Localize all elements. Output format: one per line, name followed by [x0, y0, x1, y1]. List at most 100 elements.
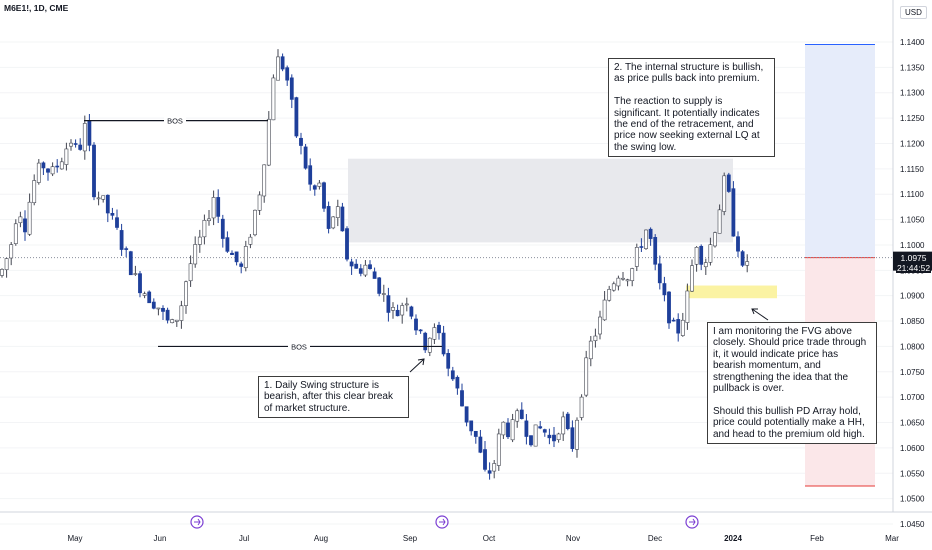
bear-candle[interactable]	[506, 418, 510, 439]
bull-candle[interactable]	[69, 139, 73, 151]
bear-candle[interactable]	[326, 201, 331, 234]
bear-candle[interactable]	[460, 383, 464, 407]
bull-candle[interactable]	[694, 246, 699, 272]
bull-candle[interactable]	[588, 335, 593, 367]
bull-candle[interactable]	[713, 231, 717, 248]
bear-candle[interactable]	[280, 53, 285, 72]
bear-candle[interactable]	[354, 259, 359, 269]
bear-candle[interactable]	[345, 226, 349, 262]
bull-candle[interactable]	[317, 180, 322, 190]
candles[interactable]	[0, 49, 750, 480]
bear-candle[interactable]	[368, 260, 372, 270]
bear-candle[interactable]	[358, 264, 363, 277]
bear-candle[interactable]	[299, 132, 303, 155]
bear-candle[interactable]	[234, 251, 239, 266]
bear-candle[interactable]	[538, 421, 543, 430]
bear-candle[interactable]	[676, 313, 681, 342]
bear-candle[interactable]	[78, 138, 83, 151]
bear-candle[interactable]	[119, 223, 124, 256]
bear-candle[interactable]	[437, 321, 441, 340]
bull-candle[interactable]	[611, 281, 616, 292]
bear-candle[interactable]	[115, 209, 119, 230]
bull-candle[interactable]	[179, 300, 184, 329]
event-icon[interactable]	[685, 515, 699, 529]
bull-candle[interactable]	[276, 49, 280, 81]
bull-candle[interactable]	[579, 394, 584, 421]
bull-candle[interactable]	[717, 204, 722, 234]
bull-candle[interactable]	[36, 159, 41, 185]
bear-candle[interactable]	[639, 238, 644, 252]
bull-candle[interactable]	[745, 254, 750, 273]
bull-candle[interactable]	[133, 265, 138, 276]
bear-candle[interactable]	[570, 420, 575, 452]
bear-candle[interactable]	[230, 250, 234, 255]
bull-candle[interactable]	[515, 408, 520, 428]
bull-candle[interactable]	[50, 162, 55, 177]
bear-candle[interactable]	[124, 246, 129, 258]
currency-button[interactable]: USD	[900, 6, 927, 19]
bull-candle[interactable]	[363, 259, 368, 277]
bear-candle[interactable]	[55, 159, 60, 173]
bear-candle[interactable]	[409, 305, 414, 320]
bull-candle[interactable]	[59, 157, 64, 170]
bull-candle[interactable]	[575, 417, 579, 458]
bull-candle[interactable]	[243, 240, 248, 272]
bull-candle[interactable]	[253, 209, 257, 237]
time-axis[interactable]: May Jun Jul Aug Sep Oct Nov Dec 2024 Feb Mar	[67, 515, 899, 543]
bull-candle[interactable]	[156, 307, 161, 316]
bull-candle[interactable]	[561, 411, 566, 441]
bear-candle[interactable]	[161, 305, 165, 320]
bear-candle[interactable]	[395, 304, 400, 317]
bear-candle[interactable]	[524, 414, 529, 445]
bull-candle[interactable]	[722, 172, 727, 216]
bear-candle[interactable]	[128, 250, 133, 276]
bear-candle[interactable]	[648, 227, 653, 246]
bull-candle[interactable]	[644, 229, 648, 250]
bull-candle[interactable]	[257, 191, 262, 215]
bull-candle[interactable]	[197, 229, 202, 253]
bear-candle[interactable]	[46, 168, 50, 181]
bull-candle[interactable]	[690, 259, 694, 293]
bull-candle[interactable]	[625, 278, 630, 287]
bull-candle[interactable]	[584, 350, 589, 398]
bear-candle[interactable]	[667, 291, 671, 329]
bear-candle[interactable]	[542, 428, 547, 437]
bull-candle[interactable]	[96, 191, 101, 206]
bull-candle[interactable]	[18, 211, 23, 228]
bull-candle[interactable]	[9, 242, 14, 266]
bear-candle[interactable]	[699, 244, 704, 271]
bull-candle[interactable]	[262, 164, 267, 203]
bear-candle[interactable]	[483, 441, 487, 472]
bear-candle[interactable]	[455, 375, 460, 395]
bull-candle[interactable]	[496, 428, 501, 471]
bull-candle[interactable]	[630, 267, 635, 287]
bull-candle[interactable]	[170, 318, 175, 324]
bear-candle[interactable]	[285, 65, 290, 86]
bear-candle[interactable]	[469, 420, 474, 436]
bull-candle[interactable]	[556, 432, 561, 443]
bull-candle[interactable]	[621, 271, 625, 281]
bear-candle[interactable]	[165, 307, 170, 324]
bear-candle[interactable]	[565, 411, 570, 431]
bear-candle[interactable]	[414, 314, 418, 335]
bull-candle[interactable]	[64, 142, 69, 171]
bear-candle[interactable]	[418, 329, 423, 334]
bull-candle[interactable]	[0, 268, 4, 278]
bear-candle[interactable]	[671, 317, 676, 322]
bull-candle[interactable]	[708, 237, 713, 266]
bear-candle[interactable]	[105, 194, 110, 223]
bull-candle[interactable]	[607, 285, 612, 302]
bear-candle[interactable]	[23, 210, 27, 241]
bear-candle[interactable]	[349, 258, 354, 275]
bull-candle[interactable]	[602, 290, 607, 321]
event-icon[interactable]	[435, 515, 449, 529]
bull-candle[interactable]	[271, 74, 276, 121]
bear-candle[interactable]	[441, 325, 446, 357]
bull-candle[interactable]	[207, 209, 211, 226]
bull-candle[interactable]	[703, 258, 708, 275]
bear-candle[interactable]	[529, 435, 533, 447]
bull-candle[interactable]	[331, 216, 336, 230]
bear-candle[interactable]	[726, 172, 731, 193]
bull-candle[interactable]	[381, 284, 386, 302]
